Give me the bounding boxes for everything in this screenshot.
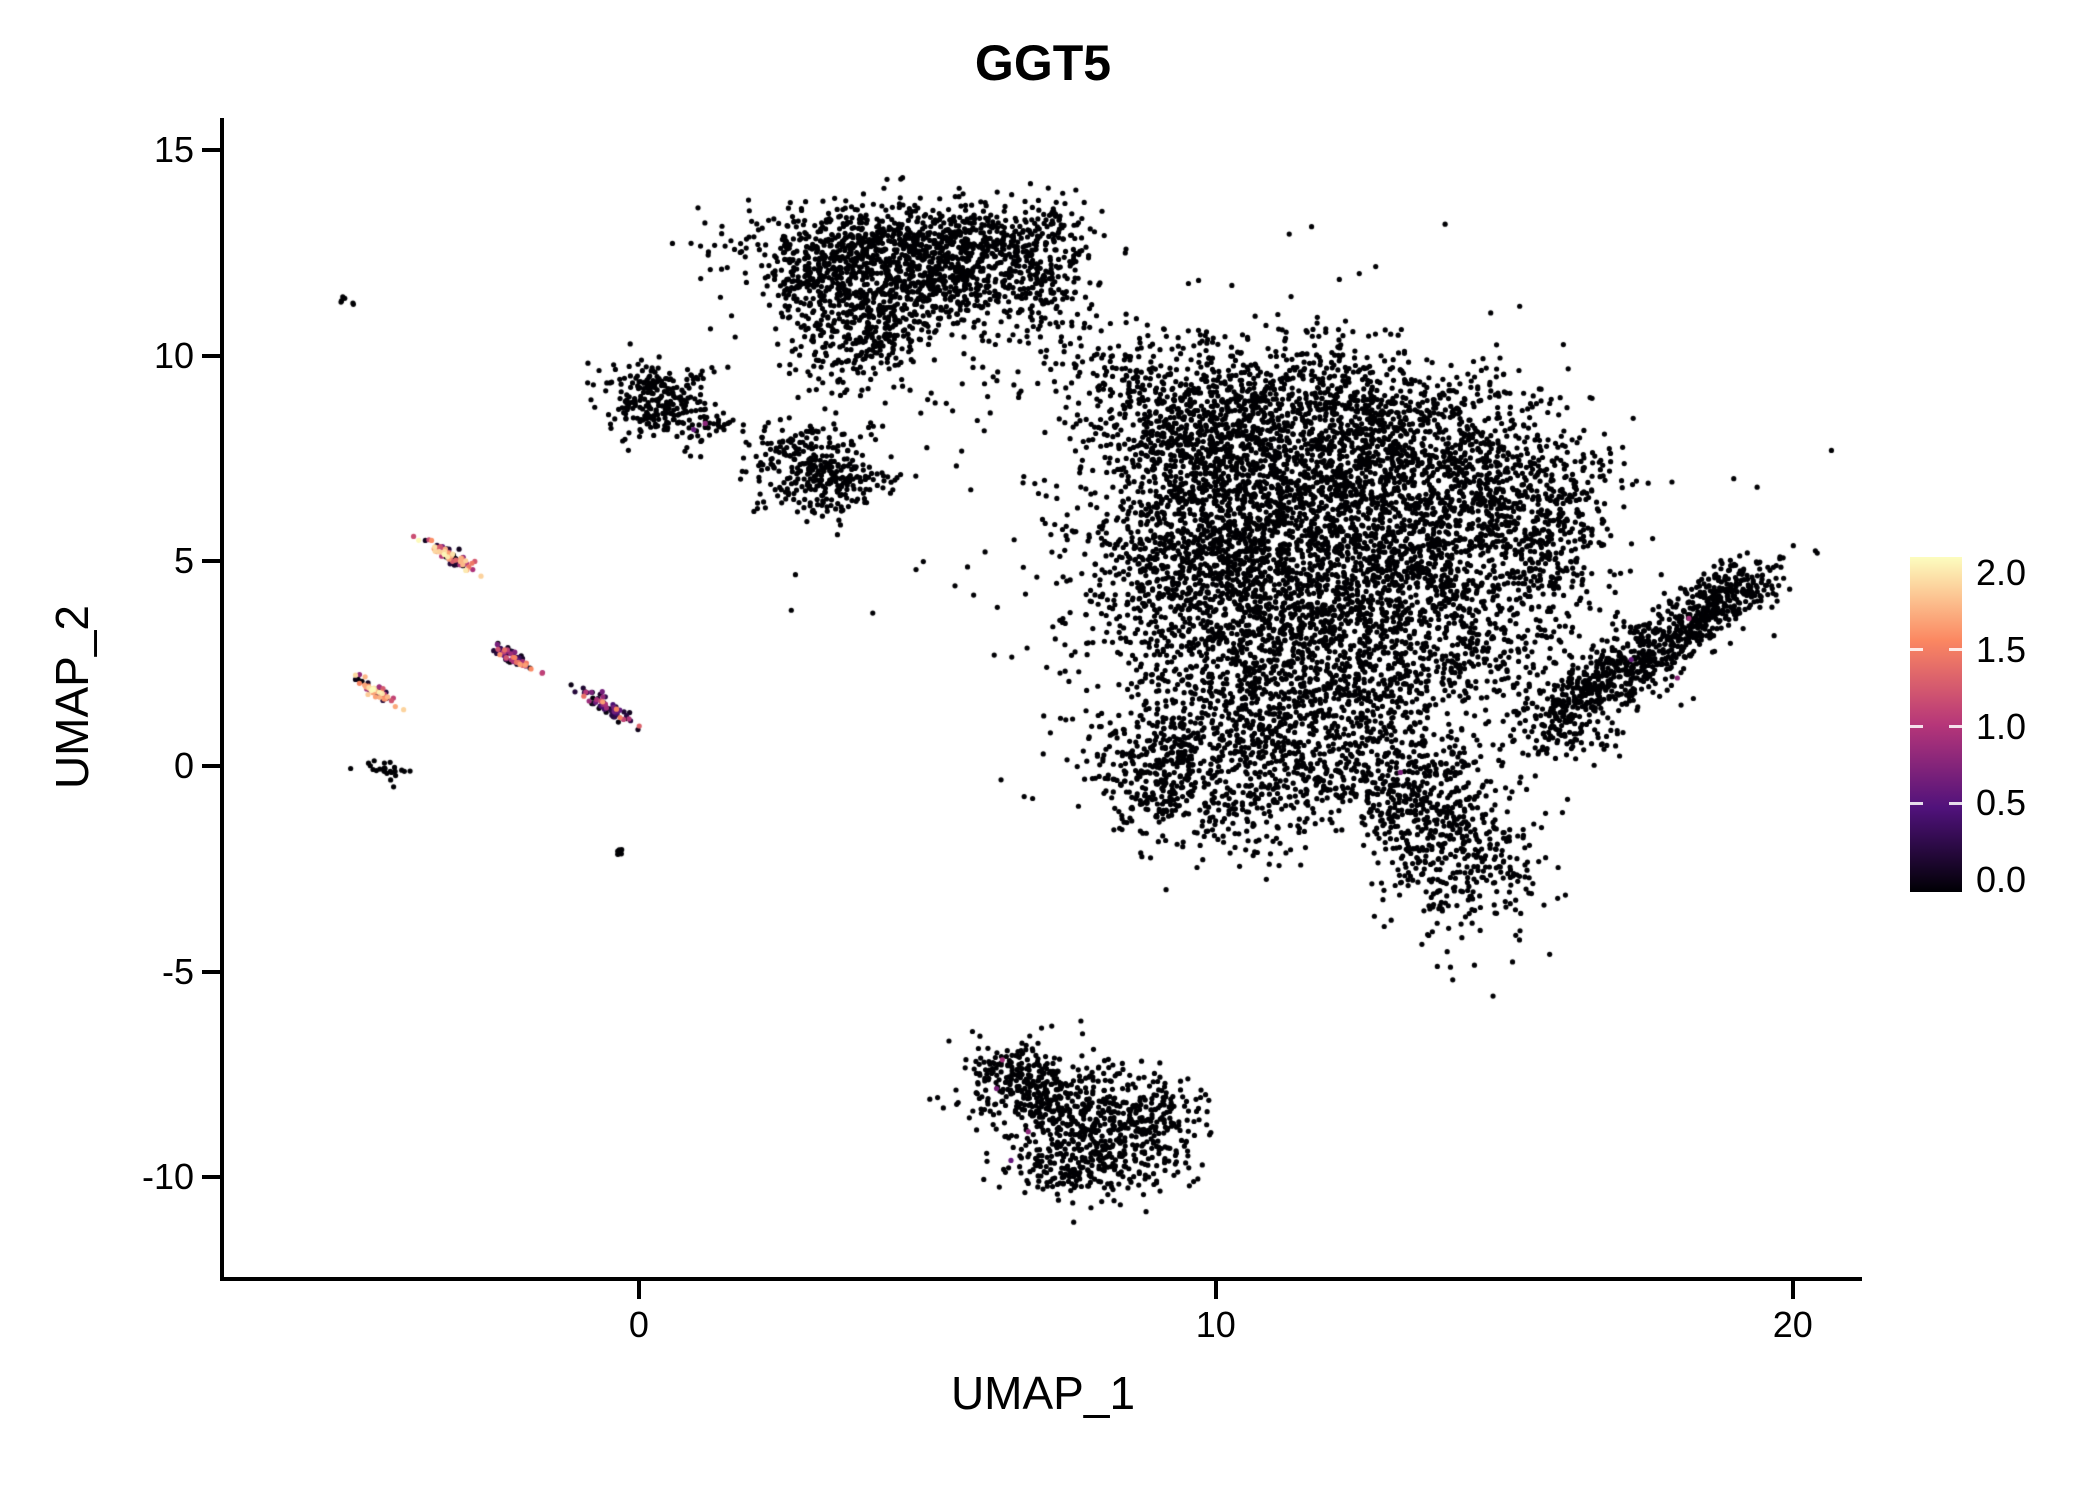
colorbar-tick — [1910, 725, 1923, 728]
colorbar-tick — [1910, 801, 1923, 805]
colorbar-tick — [1949, 648, 1962, 652]
y-tick-label: -10 — [141, 1155, 194, 1197]
colorbar-tick — [1910, 648, 1923, 652]
colorbar-tick-label: 0.5 — [1976, 782, 2027, 824]
y-tick — [202, 148, 220, 153]
colorbar-tick — [1949, 725, 1962, 728]
y-axis-label: UMAP_2 — [46, 604, 98, 790]
colorbar-gradient — [1910, 557, 1962, 892]
y-tick — [202, 1174, 220, 1179]
x-axis-line — [220, 1277, 1862, 1281]
x-axis-label: UMAP_1 — [950, 1367, 1136, 1419]
colorbar-tick-label: 1.5 — [1976, 628, 2027, 670]
y-tick — [202, 969, 220, 974]
y-tick — [202, 558, 220, 563]
colorbar-tick-label: 0.0 — [1976, 859, 2027, 900]
y-tick-label: 15 — [153, 129, 194, 171]
colorbar-tick-label: 2.0 — [1976, 552, 2027, 593]
colorbar-tick — [1949, 801, 1962, 805]
y-tick — [202, 764, 220, 769]
x-tick — [1213, 1281, 1218, 1299]
y-tick-label: 5 — [173, 539, 194, 581]
x-tick-label: 10 — [1195, 1304, 1236, 1345]
plot-title: GGT5 — [974, 35, 1112, 91]
x-tick-label: 20 — [1772, 1304, 1813, 1345]
x-tick — [1790, 1281, 1795, 1299]
x-tick — [636, 1281, 641, 1299]
y-axis-line — [220, 118, 224, 1281]
y-tick — [202, 353, 220, 358]
colorbar-tick-label: 1.0 — [1976, 705, 2027, 747]
y-tick-label: 0 — [173, 745, 194, 787]
x-tick-label: 0 — [628, 1304, 649, 1345]
y-tick-label: 10 — [153, 334, 194, 376]
colorbar — [1910, 557, 1962, 892]
y-tick-label: -5 — [161, 950, 194, 992]
scatter-canvas — [224, 118, 1862, 1277]
